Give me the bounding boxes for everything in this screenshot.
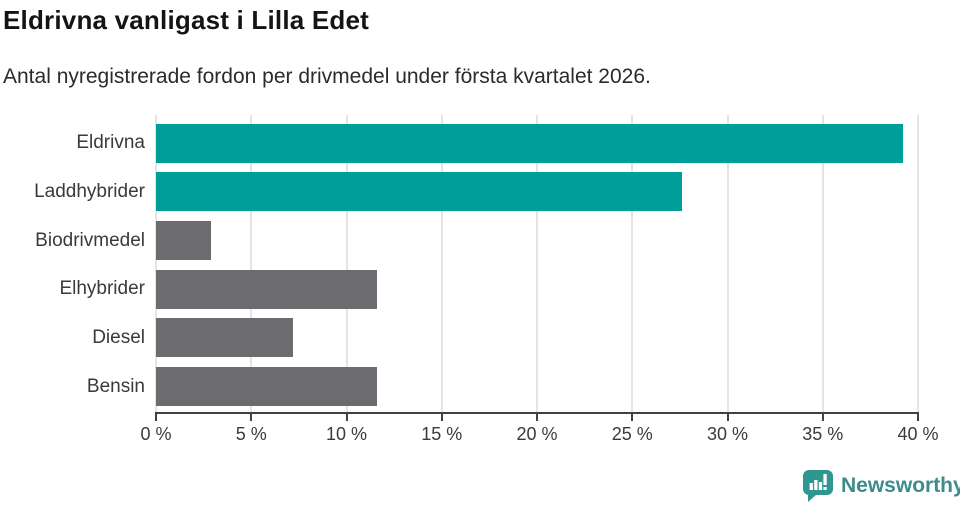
x-tick-label-30: 30 %: [706, 424, 749, 444]
category-label-laddhybrider: Laddhybrider: [34, 180, 145, 202]
bar-bensin: [156, 367, 377, 407]
gridline-15: [440, 115, 443, 413]
bar-row-laddhybrider: [156, 168, 918, 217]
x-tick-20: [536, 414, 538, 421]
category-label-elhybrider: Elhybrider: [59, 278, 145, 300]
gridline-5: [250, 115, 253, 413]
chart-subtitle: Antal nyregistrerade fordon per drivmede…: [3, 65, 651, 88]
bar-laddhybrider: [156, 172, 682, 212]
x-tick-label-15: 15 %: [421, 424, 463, 444]
gridline-30: [726, 115, 729, 413]
x-tick-label-10: 10 %: [325, 424, 368, 444]
gridline-0: [155, 115, 157, 413]
bar-diesel: [156, 318, 294, 358]
category-label-bensin: Bensin: [86, 375, 145, 397]
x-tick-label-40: 40 %: [897, 424, 939, 444]
x-tick-0: [155, 414, 157, 421]
bar-series: [156, 119, 918, 411]
bar-row-biodrivmedel: [156, 216, 918, 265]
x-tick-15: [440, 414, 443, 421]
bar-biodrivmedel: [156, 221, 212, 261]
x-tick-label-20: 20 %: [516, 424, 558, 444]
x-tick-10: [345, 414, 348, 421]
brand-footer: Newsworthy: [802, 469, 960, 503]
bar-row-elhybrider: [156, 265, 918, 314]
x-tick-25: [631, 414, 634, 421]
gridline-40: [917, 115, 919, 413]
brand-name: Newsworthy: [841, 474, 960, 497]
x-tick-label-5: 5 %: [235, 424, 267, 444]
bar-row-bensin: [156, 362, 918, 411]
bar-row-diesel: [156, 314, 918, 363]
category-label-eldrivna: Eldrivna: [76, 132, 145, 154]
chart-title: Eldrivna vanligast i Lilla Edet: [3, 5, 369, 35]
x-tick-label-0: 0 %: [140, 424, 172, 444]
x-tick-label-25: 25 %: [611, 424, 653, 444]
category-label-biodrivmedel: Biodrivmedel: [35, 229, 145, 251]
gridline-20: [536, 115, 538, 413]
bar-elhybrider: [156, 269, 377, 309]
x-tick-5: [250, 414, 253, 421]
gridline-35: [821, 115, 824, 413]
bar-eldrivna: [156, 123, 903, 163]
bar-row-eldrivna: [156, 119, 918, 168]
x-tick-40: [917, 414, 919, 421]
x-tick-label-35: 35 %: [802, 424, 844, 444]
category-label-diesel: Diesel: [92, 326, 145, 348]
gridline-25: [631, 115, 634, 413]
x-tick-35: [821, 414, 824, 421]
x-tick-30: [726, 414, 729, 421]
x-axis-line: [155, 412, 919, 414]
category-axis-labels: Eldrivna Laddhybrider Biodrivmedel Elhybrid…: [0, 119, 145, 411]
plot-area: [155, 115, 919, 413]
newsworthy-logo-icon: [802, 470, 833, 502]
gridline-10: [345, 115, 348, 413]
